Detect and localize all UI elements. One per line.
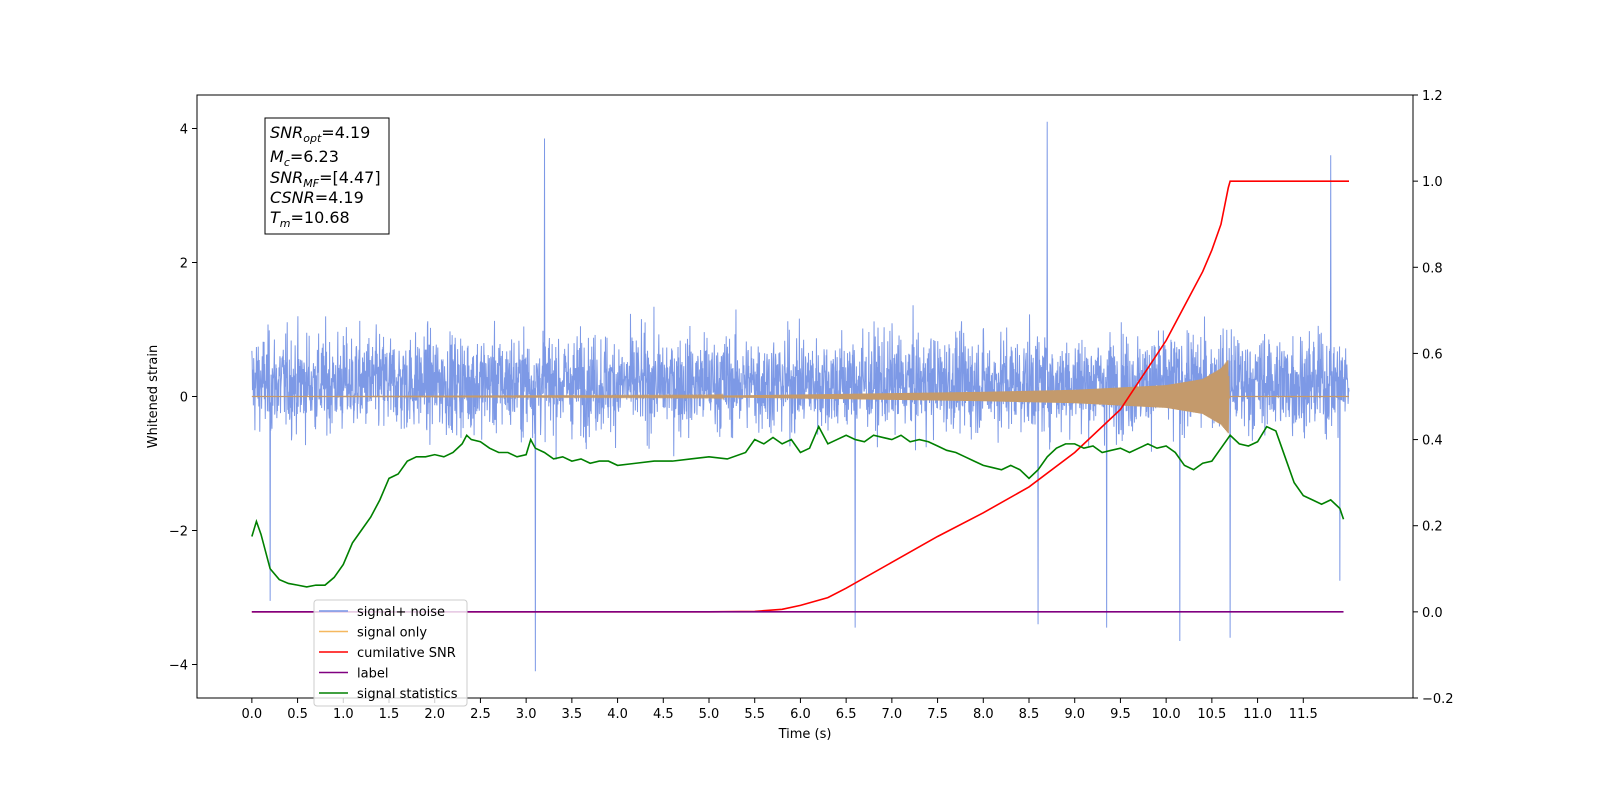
x-tick-label: 9.5 xyxy=(1110,707,1131,722)
series-signal-statistics xyxy=(251,424,1345,588)
x-tick-label: 9.0 xyxy=(1064,707,1085,722)
x-axis-label: Time (s) xyxy=(778,727,832,742)
info-box-frame xyxy=(264,117,390,235)
x-tick-label: 7.0 xyxy=(882,707,903,722)
x-tick-label: 6.0 xyxy=(790,707,811,722)
legend-frame xyxy=(313,599,468,707)
info-box: SNRopt=4.19 Mc=6.23 SNRMF=[4.47] CSNR=4.… xyxy=(264,117,390,235)
y-tick-label: 0 xyxy=(180,391,188,406)
y2-tick-label: 1.0 xyxy=(1422,175,1443,190)
info-snr-mf: SNRMF=[4.47] xyxy=(270,168,381,190)
y-tick-label: −2 xyxy=(169,525,188,540)
legend-label-label: label xyxy=(357,667,388,682)
y2-tick-label: 0.4 xyxy=(1422,434,1443,449)
info-tm: Tm=10.68 xyxy=(270,208,350,230)
x-tick-label: 0.0 xyxy=(242,707,263,722)
series-cumilative-snr xyxy=(251,180,1349,613)
x-tick-label: 10.0 xyxy=(1152,707,1181,722)
x-tick-label: 4.5 xyxy=(653,707,674,722)
y-tick-label: 2 xyxy=(180,257,188,272)
x-tick-label: 3.0 xyxy=(516,707,537,722)
legend-signal-noise-label: signal+ noise xyxy=(357,605,445,620)
x-tick-label: 4.0 xyxy=(607,707,628,722)
y2-tick-label: 0.0 xyxy=(1422,606,1443,621)
series-signal-only xyxy=(251,360,1349,434)
y2-tick-label: 1.2 xyxy=(1422,89,1443,104)
legend-cumilative-snr-label: cumilative SNR xyxy=(357,646,456,661)
y2-tick-label: 0.8 xyxy=(1422,261,1443,276)
legend: signal+ noise signal only cumilative SNR la… xyxy=(313,599,468,707)
x-tick-label: 5.5 xyxy=(744,707,765,722)
x-tick-label: 8.0 xyxy=(973,707,994,722)
info-mc: Mc=6.23 xyxy=(270,147,339,169)
axes: 0.0 0.5 1.0 1.5 2.0 2.5 3.0 3.5 4.0 4.5 5.0 5.5 6.0 6… xyxy=(169,89,1454,722)
x-tick-label: 1.0 xyxy=(333,707,354,722)
x-tick-label: 6.5 xyxy=(836,707,857,722)
plot-marks xyxy=(251,121,1350,672)
x-tick-label: 0.5 xyxy=(287,707,308,722)
y-axis-label: Whitened strain xyxy=(146,345,161,448)
y2-tick-label: 0.6 xyxy=(1422,347,1443,362)
x-tick-label: 8.5 xyxy=(1019,707,1040,722)
y-tick-label: −4 xyxy=(169,659,188,674)
x-tick-label: 7.5 xyxy=(927,707,948,722)
x-tick-label: 11.0 xyxy=(1243,707,1272,722)
y-tick-label: 4 xyxy=(180,123,188,138)
legend-signal-statistics-label: signal statistics xyxy=(357,687,458,702)
x-tick-label: 10.5 xyxy=(1197,707,1226,722)
legend-signal-only-label: signal only xyxy=(357,626,427,641)
info-csnr: CSNR=4.19 xyxy=(270,188,364,207)
x-tick-label: 5.0 xyxy=(699,707,720,722)
x-tick-label: 2.0 xyxy=(424,707,445,722)
x-tick-label: 2.5 xyxy=(470,707,491,722)
x-tick-label: 3.5 xyxy=(562,707,583,722)
x-tick-label: 1.5 xyxy=(379,707,400,722)
info-snr-opt: SNRopt=4.19 xyxy=(270,123,370,145)
y2-tick-label: 0.2 xyxy=(1422,520,1443,535)
y2-tick-label: −0.2 xyxy=(1422,692,1454,707)
x-tick-label: 11.5 xyxy=(1289,707,1318,722)
